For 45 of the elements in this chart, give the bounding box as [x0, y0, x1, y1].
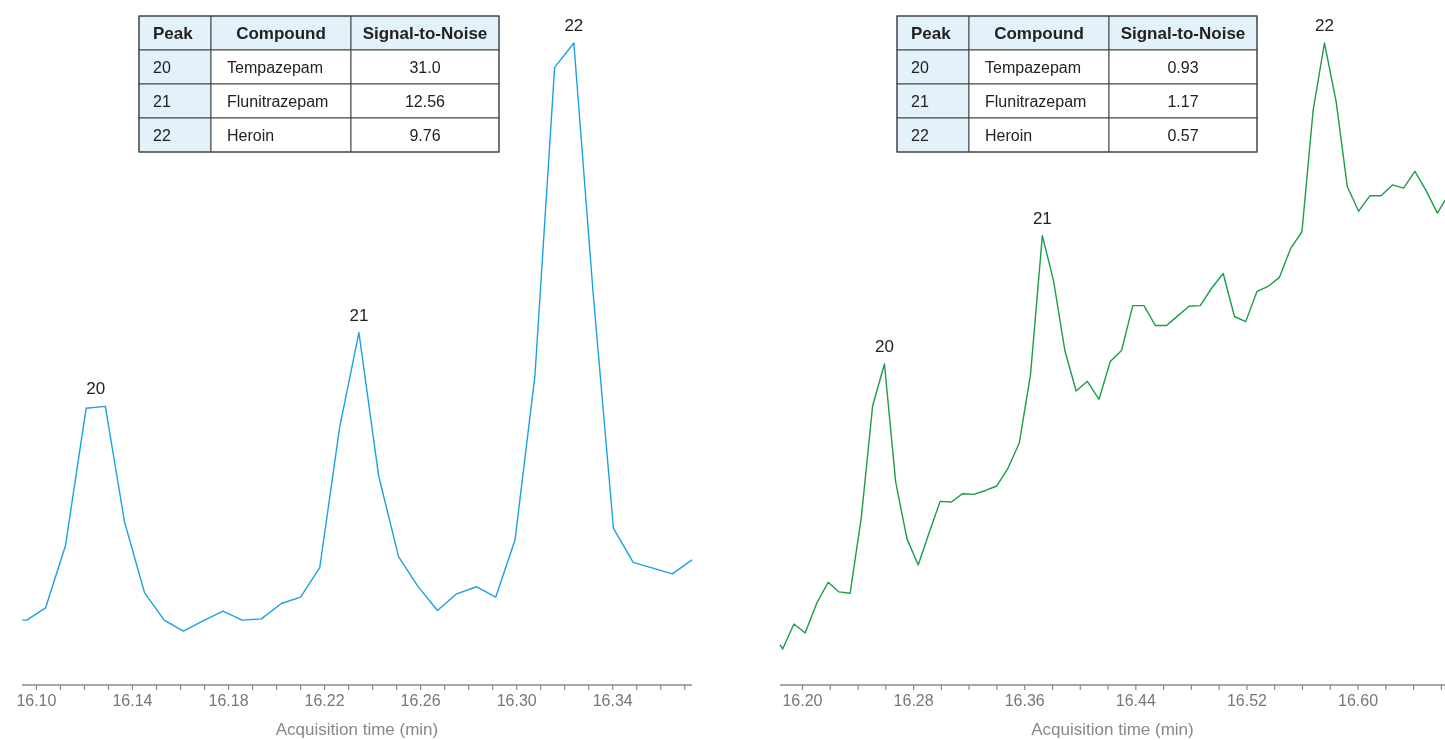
x-tick-label: 16.14 [112, 692, 153, 709]
x-tick-label: 16.44 [1115, 692, 1156, 709]
annotation: Flunitrazepam [227, 93, 329, 110]
x-tick-label: 16.20 [782, 692, 823, 709]
annotation: 20 [874, 337, 894, 356]
annotation: 31.0 [409, 59, 441, 76]
annotation: 22 [911, 127, 929, 144]
annotation: Signal-to-Noise [362, 24, 488, 43]
annotation: 0.93 [1167, 59, 1199, 76]
x-tick-label: 16.26 [400, 692, 441, 709]
x-axis-title: Acquisition time (min) [1031, 720, 1194, 739]
annotation: 20 [153, 59, 171, 76]
x-tick-label: 16.22 [304, 692, 345, 709]
annotation: 22 [1314, 16, 1334, 35]
x-tick-label: 16.10 [16, 692, 57, 709]
annotation: Tempazepam [985, 59, 1082, 76]
x-tick-label: 16.52 [1226, 692, 1268, 709]
annotation: Compound [994, 24, 1084, 43]
annotation: 12.56 [404, 93, 446, 110]
annotation: 21 [911, 93, 929, 110]
annotation: Flunitrazepam [985, 93, 1087, 110]
annotation: 22 [564, 16, 584, 35]
x-tick-label: 16.18 [208, 692, 249, 709]
annotation: 21 [1032, 208, 1052, 228]
annotation: 20 [86, 379, 106, 399]
annotation: 9.76 [409, 127, 441, 144]
x-tick-label: 16.28 [893, 692, 934, 709]
annotation: 21 [153, 93, 171, 110]
annotation: Compound [236, 24, 326, 43]
x-tick-label: 16.60 [1338, 692, 1379, 709]
annotation: 21 [349, 305, 369, 325]
x-tick-label: 16.30 [496, 692, 537, 709]
x-tick-label: 16.34 [592, 692, 633, 709]
x-axis-title: Acquisition time (min) [275, 720, 439, 739]
annotation: Signal-to-Noise [1120, 24, 1246, 43]
annotation: 20 [911, 59, 929, 76]
annotation: Peak [911, 24, 952, 43]
annotation: Heroin [227, 127, 275, 144]
annotation: 22 [153, 127, 171, 144]
annotation: 0.57 [1167, 127, 1199, 144]
annotation: Tempazepam [227, 59, 324, 76]
annotation: Heroin [985, 127, 1033, 144]
x-tick-label: 16.36 [1004, 692, 1045, 709]
annotation: Peak [153, 24, 194, 43]
annotation: 1.17 [1167, 93, 1199, 110]
